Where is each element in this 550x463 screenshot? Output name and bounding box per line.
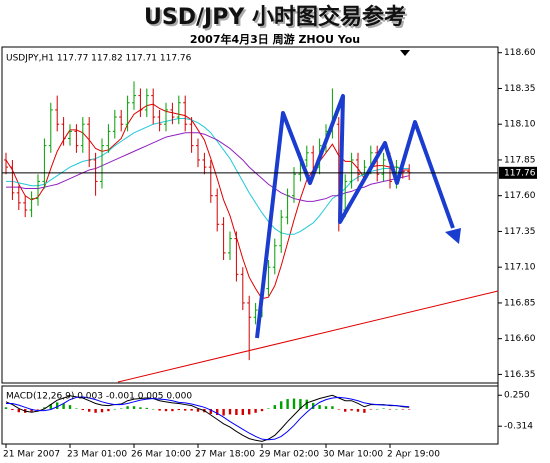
macd-histogram xyxy=(177,408,180,411)
x-tick-label: 30 Mar 10:00 xyxy=(323,450,383,460)
y-tick-label: 116.35 xyxy=(504,370,536,380)
macd-histogram xyxy=(132,406,136,409)
macd-histogram xyxy=(62,403,65,409)
y-tick-label: 117.35 xyxy=(504,227,536,237)
chart-subtitle: 2007年4月3日 周游 ZHOU You xyxy=(190,32,360,46)
x-tick-label: 29 Mar 02:00 xyxy=(259,450,319,460)
macd-histogram xyxy=(388,408,392,410)
macd-panel xyxy=(1,385,499,445)
macd-histogram xyxy=(81,408,84,411)
macd-histogram xyxy=(145,407,148,409)
macd-histogram xyxy=(68,405,72,409)
macd-histogram xyxy=(356,408,360,412)
macd-histogram xyxy=(75,408,78,409)
macd-histogram xyxy=(401,408,404,410)
macd-histogram xyxy=(292,398,296,409)
macd-histogram xyxy=(190,408,193,411)
macd-histogram xyxy=(113,408,116,410)
last-price-box xyxy=(499,166,537,179)
macd-histogram xyxy=(280,401,283,409)
macd-histogram xyxy=(158,408,161,411)
macd-histogram xyxy=(100,408,104,413)
macd-histogram xyxy=(376,408,379,410)
macd-histogram xyxy=(17,408,20,413)
chart-title: USD/JPY 小时图交易参考 xyxy=(144,4,406,30)
macd-histogram xyxy=(139,407,142,409)
last-price-label: 117.76 xyxy=(504,168,536,178)
macd-histogram xyxy=(171,408,174,412)
macd-histogram xyxy=(216,408,219,415)
macd-histogram xyxy=(382,408,385,409)
macd-histogram xyxy=(4,407,8,409)
y-tick-label: -0.314 xyxy=(504,422,533,432)
macd-histogram xyxy=(184,408,187,411)
x-tick-label: 23 Mar 01:00 xyxy=(67,450,127,460)
macd-histogram xyxy=(209,408,212,414)
macd-histogram xyxy=(312,402,315,409)
trend-line xyxy=(117,290,499,383)
macd-histogram xyxy=(120,408,123,409)
y-tick-label: 118.10 xyxy=(504,120,536,130)
y-tick-label: 116.60 xyxy=(504,334,536,344)
x-tick-label: 27 Mar 18:00 xyxy=(195,450,255,460)
macd-histogram xyxy=(350,408,353,411)
macd-histogram xyxy=(369,408,372,410)
macd-histogram xyxy=(267,408,270,409)
y-tick-label: 117.85 xyxy=(504,155,536,165)
macd-histogram xyxy=(286,399,289,409)
macd-histogram xyxy=(299,399,302,409)
macd-histogram xyxy=(43,407,46,409)
macd-histogram xyxy=(235,408,238,415)
macd-histogram xyxy=(331,406,334,409)
y-tick-label: 117.60 xyxy=(504,191,536,201)
macd-histogram xyxy=(273,405,276,409)
y-tick-label: 116.85 xyxy=(504,298,536,308)
macd-histogram xyxy=(395,408,398,410)
macd-histogram xyxy=(248,408,251,415)
macd-histogram xyxy=(305,399,308,409)
macd-line xyxy=(5,394,410,442)
x-tick-label: 21 Mar 2007 xyxy=(3,450,60,460)
macd-histogram xyxy=(11,408,14,411)
macd-histogram xyxy=(324,406,328,409)
macd-histogram xyxy=(49,404,52,409)
macd-histogram xyxy=(164,408,168,412)
y-tick-label: 118.60 xyxy=(504,48,536,58)
macd-histogram xyxy=(222,408,225,416)
y-tick-label: 117.10 xyxy=(504,263,536,273)
macd-histogram xyxy=(196,408,200,412)
macd-line xyxy=(6,396,410,441)
chart-title-shadow: USD/JPY 小时图交易参考 xyxy=(146,6,408,32)
macd-histogram xyxy=(318,405,321,409)
macd-histogram xyxy=(126,406,129,409)
macd-histogram xyxy=(254,408,257,413)
x-tick-label: 26 Mar 10:00 xyxy=(131,450,191,460)
macd-histogram xyxy=(107,408,110,412)
macd-histogram xyxy=(260,408,264,412)
macd-histogram xyxy=(228,408,232,415)
macd-histogram xyxy=(36,408,40,410)
macd-histogram xyxy=(241,408,244,415)
macd-histogram xyxy=(152,408,155,410)
price-panel xyxy=(1,46,499,384)
macd-histogram xyxy=(408,408,411,410)
macd-histogram xyxy=(337,408,340,410)
forecast-arrowhead xyxy=(445,228,461,244)
forecast-path xyxy=(255,94,455,339)
macd-histogram xyxy=(88,408,91,412)
x-tick-label: 2 Apr 19:00 xyxy=(387,450,440,460)
macd-histogram xyxy=(56,402,59,409)
y-tick-label: 118.35 xyxy=(504,84,536,94)
macd-histogram xyxy=(94,408,97,413)
shift-marker xyxy=(400,50,410,56)
info-text: USDJPY,H1 117.77 117.82 117.71 117.76 xyxy=(6,54,192,64)
macd-histogram xyxy=(363,408,366,413)
y-tick-label: 0.250 xyxy=(504,391,530,401)
macd-histogram xyxy=(30,408,33,412)
macd-histogram xyxy=(344,408,347,412)
macd-label: MACD(12,26,9) 0.003 -0.001 0.005 0.000 xyxy=(6,392,192,402)
